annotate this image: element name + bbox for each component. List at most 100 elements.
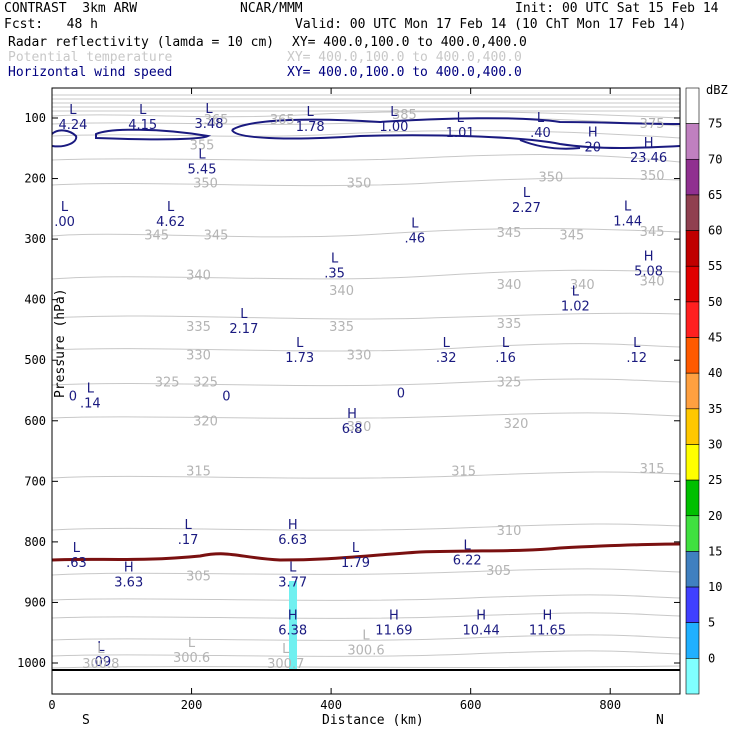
colorbar-swatch [685, 337, 700, 374]
wind-extremum-marker: L [282, 642, 290, 657]
y-tick-label: 500 [24, 353, 46, 367]
wind-extremum-value: 4.24 [58, 118, 87, 133]
wind-extremum-value: 3.48 [195, 117, 224, 132]
theta-contour-label: 330 [347, 348, 372, 363]
colorbar-level: 60 [708, 224, 722, 238]
colorbar-level: 5 [708, 616, 715, 630]
y-tick-label: 700 [24, 474, 46, 488]
wind-extremum-marker: L [464, 538, 472, 553]
init-time: Init: 00 UTC Sat 15 Feb 14 [515, 1, 719, 16]
wind-extremum-marker: H [476, 609, 486, 624]
wind-contours [52, 117, 680, 671]
wind-extremum-value: 1.01 [446, 126, 475, 141]
colorbar-swatch [685, 230, 700, 267]
y-tick-label: 1000 [17, 656, 46, 670]
x-tick-label: 600 [460, 698, 482, 712]
field-xy-theta: XY= 400.0,100.0 to 400.0,400.0 [287, 50, 522, 65]
wind-extremum-value: 3.77 [278, 575, 307, 590]
wind-extremum-marker: L [331, 251, 339, 266]
theta-contour-label: 350 [538, 170, 563, 185]
wind-extremum-marker: L [73, 541, 81, 556]
y-tick-label: 900 [24, 595, 46, 609]
wind-extremum-marker: L [572, 285, 580, 300]
theta-contour-label: 340 [570, 278, 595, 293]
colorbar-swatch [685, 372, 700, 410]
colorbar-level: 50 [708, 295, 722, 309]
wind-extremum-value: 4.15 [128, 118, 157, 133]
wind-extremum-value: 3.63 [114, 575, 143, 590]
colorbar-level: 0 [708, 651, 715, 665]
colorbar-level: 55 [708, 259, 722, 273]
wind-extremum-value: .46 [405, 231, 426, 246]
wind-contour-label: 0 [222, 390, 230, 405]
wind-contour-label: 0 [397, 387, 405, 402]
theta-contour-label: 365 [204, 113, 229, 128]
colorbar-swatch [685, 265, 700, 303]
wind-extremum-value: .32 [436, 351, 457, 366]
wind-extremum-marker: L [97, 640, 105, 655]
wind-extremum-value: 1.78 [296, 120, 325, 135]
wind-extremum-value: 4.62 [156, 215, 185, 230]
theta-contour-label: 320 [193, 414, 218, 429]
wind-extremum-marker: L [624, 199, 632, 214]
wind-extremum-value: 11.65 [529, 624, 566, 639]
theta-contour-label: 315 [640, 462, 665, 477]
wind-extremum-marker: L [167, 200, 175, 215]
valid-time: Valid: 00 UTC Mon 17 Feb 14 (10 ChT Mon … [295, 17, 687, 32]
wind-extremum-value: .16 [495, 351, 516, 366]
wind-extremum-marker: L [296, 336, 304, 351]
wind-extremum-value: 5.45 [188, 162, 217, 177]
org-label: NCAR/MMM [240, 1, 303, 16]
wind-extremum-value: .35 [324, 266, 345, 281]
theta-contour-label: 385 [392, 108, 417, 123]
wind-extremum-marker: H [389, 609, 399, 624]
field-name-wind: Horizontal wind speed [8, 65, 173, 80]
theta-contour-label: 325 [193, 376, 218, 391]
wind-extremum-value: 1.73 [285, 351, 314, 366]
wind-extremum-value: 11.69 [375, 624, 412, 639]
y-tick-label: 300 [24, 232, 46, 246]
wind-extremum-marker: L [443, 336, 451, 351]
colorbar-level: 35 [708, 402, 722, 416]
colorbar-swatch [685, 515, 700, 552]
wind-extremum-value: 2.17 [229, 322, 258, 337]
wind-extremum-marker: L [188, 636, 196, 651]
field-xy-reflectivity: XY= 400.0,100.0 to 400.0,400.0 [292, 35, 527, 50]
x-tick-label: 800 [599, 698, 621, 712]
wind-extremum-value: 6.22 [453, 553, 482, 568]
theta-contour-label: 340 [640, 275, 665, 290]
theta-contour-label: 335 [497, 317, 522, 332]
wind-extremum-marker: L [411, 216, 419, 231]
y-tick-label: 200 [24, 172, 46, 186]
wind-extremum-value: 1.79 [341, 556, 370, 571]
wind-extremum-value: 5.08 [634, 265, 663, 280]
x-tick-label: 0 [48, 698, 55, 712]
wind-extremum-marker: L [198, 147, 206, 162]
colorbar-swatch [685, 158, 700, 196]
wind-extremum-value: .09 [91, 655, 112, 670]
y-tick-label: 800 [24, 535, 46, 549]
wind-extremum-value: 300.6 [347, 644, 384, 659]
colorbar-level: 70 [708, 152, 722, 166]
colorbar-swatch [685, 658, 700, 695]
field-xy-wind: XY= 400.0,100.0 to 400.0,400.0 [287, 65, 522, 80]
wind-extremum-marker: L [289, 560, 297, 575]
wind-extremum-marker: L [184, 518, 192, 533]
colorbar-swatch [685, 87, 700, 124]
x-tick-label: 200 [181, 698, 203, 712]
wind-extremum-value: .63 [66, 556, 87, 571]
colorbar-level: 25 [708, 473, 722, 487]
theta-contour-label: 330 [186, 348, 211, 363]
theta-contour-label: 335 [186, 320, 211, 335]
wind-extremum-marker: L [240, 307, 248, 322]
wind-extremum-marker: L [362, 629, 370, 644]
wind-extremum-value: .40 [530, 126, 551, 141]
wind-extremum-marker: H [288, 518, 298, 533]
theta-contour-label: 345 [640, 225, 665, 240]
wind-extremum-value: 1.44 [613, 214, 642, 229]
wind-contour-label: 0 [69, 390, 77, 405]
wind-extremum-marker: L [205, 102, 213, 117]
